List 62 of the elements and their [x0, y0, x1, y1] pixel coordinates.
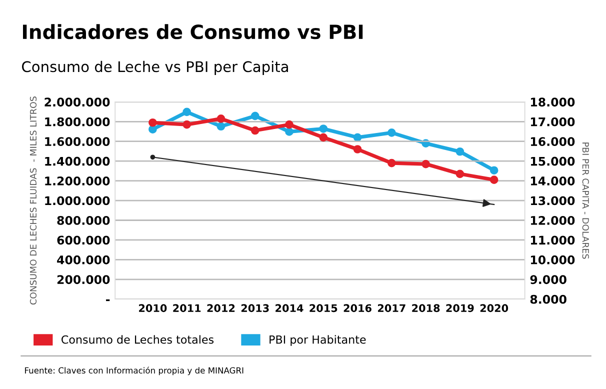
- y2-axis-title: PBI PER CAPITA - DOLARES: [582, 142, 589, 259]
- chart-title: Indicadores de Consumo vs PBI: [22, 24, 363, 40]
- point: [387, 158, 396, 168]
- x-tick-label: 2012: [207, 304, 235, 312]
- point: [353, 145, 362, 154]
- y2-tick-label: 10.000: [530, 255, 575, 264]
- y2-tick-label: 13.000: [530, 196, 575, 206]
- point: [490, 176, 498, 184]
- y-tick-label: 1.200.000: [45, 176, 110, 186]
- x-tick-label: 2011: [173, 304, 201, 312]
- y2-tick-label: 11.000: [530, 236, 575, 245]
- y-axis-title: CONSUMO DE LECHES FLUIDAS - MILES LITROS: [30, 96, 37, 305]
- y-tick-label: 400.000: [57, 255, 110, 264]
- x-tick-label: 2015: [310, 304, 338, 312]
- chart-subtitle: Consumo de Leche vs PBI per Capita: [22, 60, 288, 75]
- y-tick-label: 600.000: [57, 236, 110, 245]
- y2-tick-label: 12.000: [530, 216, 575, 225]
- x-tick-label: 2019: [446, 304, 474, 312]
- legend-label: PBI por Habitante: [270, 335, 366, 346]
- y-tick-label: 1.000.000: [45, 196, 110, 206]
- x-tick-label: 2016: [344, 304, 372, 312]
- y2-tick-label: 9.000: [530, 275, 566, 284]
- x-tick-label: 2017: [378, 304, 406, 312]
- point: [319, 124, 328, 133]
- point: [150, 154, 156, 160]
- point: [456, 147, 464, 156]
- point: [353, 133, 362, 142]
- point: [182, 120, 191, 129]
- point: [148, 118, 157, 127]
- y-tick-label: 800.000: [57, 216, 110, 225]
- source-note: Fuente: Claves con Información propia y de MINAGRI: [25, 366, 244, 376]
- y-tick-label: 200.000: [57, 275, 110, 284]
- point: [148, 125, 157, 134]
- y-tick-label: 1.800.000: [45, 117, 110, 126]
- legend-label: Consumo de Leches totales: [62, 335, 214, 344]
- y-tick-label: 1.400.000: [45, 156, 110, 166]
- x-tick-label: 2013: [241, 304, 269, 312]
- point: [182, 108, 191, 116]
- point: [285, 128, 294, 136]
- point: [285, 120, 294, 129]
- point: [456, 170, 464, 178]
- point: [216, 114, 226, 123]
- x-tick-label: 2020: [480, 304, 508, 312]
- point: [250, 112, 260, 120]
- point: [490, 166, 498, 175]
- y2-tick-label: 14.000: [530, 176, 575, 186]
- point: [250, 126, 260, 135]
- point: [387, 128, 396, 137]
- y2-tick-label: 15.000: [530, 156, 575, 166]
- y-tick-label: 2.000.000: [44, 98, 110, 107]
- y-tick-label: -: [106, 299, 110, 302]
- y2-tick-label: 18.000: [530, 98, 575, 107]
- x-tick-label: 2014: [276, 304, 304, 312]
- x-tick-label: 2018: [412, 304, 440, 312]
- point: [319, 133, 328, 142]
- y2-tick-label: 17.000: [530, 117, 575, 126]
- y2-tick-label: 8.000: [530, 294, 566, 304]
- y2-tick-label: 16.000: [530, 137, 575, 146]
- point: [216, 122, 226, 131]
- x-tick-label: 2010: [139, 304, 167, 312]
- point: [422, 160, 430, 168]
- y-tick-label: 1.600.000: [45, 137, 110, 146]
